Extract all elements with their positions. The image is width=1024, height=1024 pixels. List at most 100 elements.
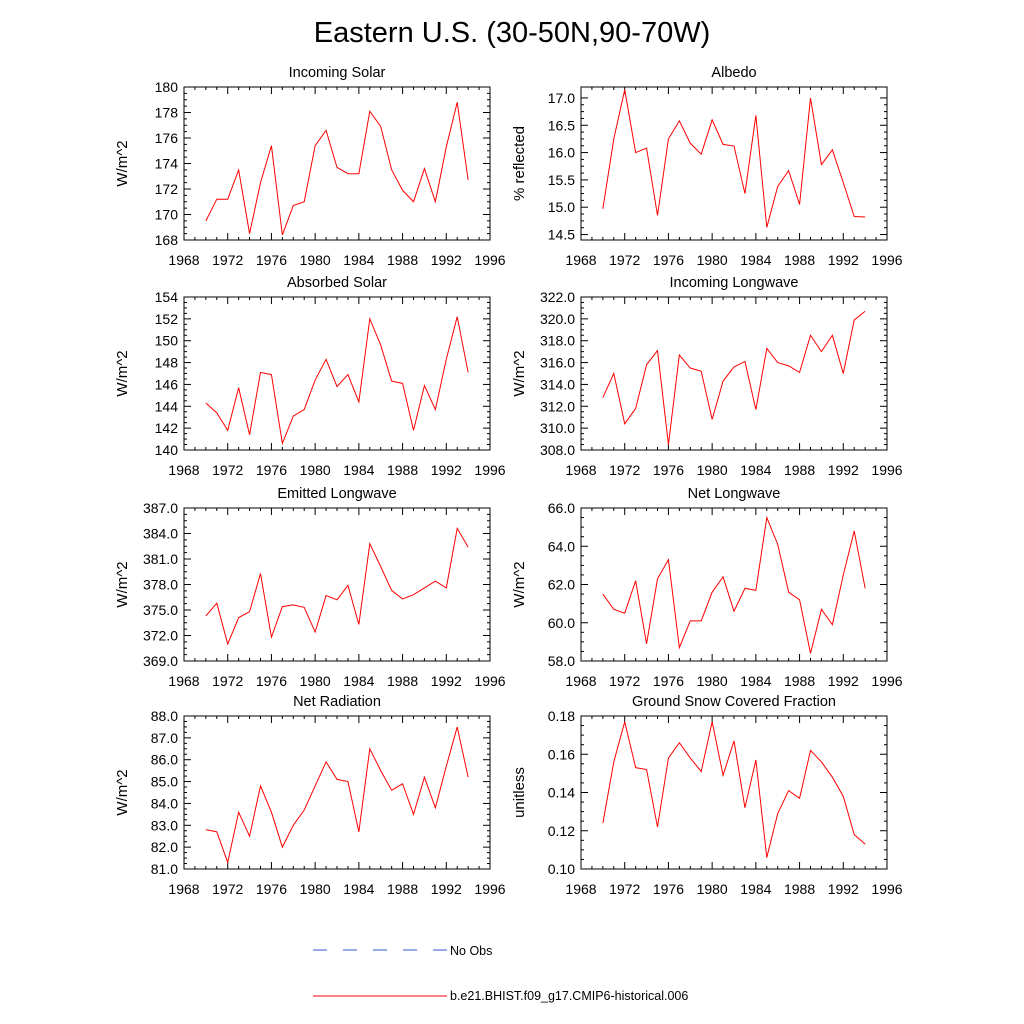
y-tick-label: 150 (155, 333, 179, 349)
x-tick-label: 1968 (168, 673, 199, 689)
x-tick-label: 1992 (828, 462, 859, 478)
x-tick-label: 1996 (871, 673, 902, 689)
x-tick-label: 1984 (343, 462, 374, 478)
x-tick-label: 1992 (431, 252, 462, 268)
panel-1: Incoming Solar W/m^2 1968 1972 1976 1980 1984 1… (114, 65, 506, 268)
y-tick-label: 170 (155, 207, 179, 223)
x-tick-label: 1988 (784, 881, 815, 897)
x-tick-label: 1972 (212, 881, 243, 897)
x-tick-label: 1996 (474, 462, 505, 478)
y-tick-label: 142 (155, 420, 179, 436)
y-axis-label: W/m^2 (511, 350, 528, 396)
y-tick-label: 86.0 (151, 752, 178, 768)
panel-title: Ground Snow Covered Fraction (632, 694, 836, 710)
plot-frame (183, 296, 491, 451)
x-tick-label: 1988 (784, 673, 815, 689)
y-tick-label: 372.0 (143, 628, 178, 644)
y-tick-label: 369.0 (143, 653, 178, 669)
series-line (602, 310, 866, 445)
y-tick-label: 0.12 (548, 823, 575, 839)
y-tick-label: 375.0 (143, 602, 178, 618)
x-tick-label: 1996 (871, 252, 902, 268)
y-tick-label: 312.0 (540, 398, 575, 414)
x-tick-label: 1992 (828, 881, 859, 897)
y-axis-label: unitless (511, 767, 528, 818)
plot-frame (183, 86, 491, 241)
y-axis-label: % reflected (511, 126, 528, 201)
x-tick-label: 1992 (431, 881, 462, 897)
series-line (205, 726, 469, 865)
y-tick-label: 85.0 (151, 774, 178, 790)
x-tick-label: 1992 (431, 462, 462, 478)
x-tick-label: 1968 (168, 881, 199, 897)
y-tick-label: 81.0 (151, 861, 178, 877)
y-tick-label: 83.0 (151, 817, 178, 833)
y-tick-label: 144 (155, 398, 179, 414)
y-tick-label: 180 (155, 79, 179, 95)
x-tick-label: 1984 (740, 462, 771, 478)
x-tick-label: 1992 (828, 673, 859, 689)
x-tick-label: 1976 (653, 881, 684, 897)
y-axis-label: W/m^2 (114, 561, 131, 607)
x-tick-label: 1968 (565, 252, 596, 268)
x-tick-label: 1984 (343, 252, 374, 268)
y-tick-label: 16.0 (548, 145, 575, 161)
panel-4: Incoming Longwave W/m^2 1968 1972 1976 1980 19… (511, 275, 903, 478)
y-tick-label: 62.0 (548, 577, 575, 593)
y-tick-label: 322.0 (540, 289, 575, 305)
y-tick-label: 66.0 (548, 500, 575, 516)
y-axis-label: W/m^2 (511, 561, 528, 607)
x-tick-label: 1980 (697, 881, 728, 897)
x-tick-label: 1984 (740, 252, 771, 268)
panel-title: Incoming Solar (289, 65, 386, 81)
legend-model-label: b.e21.BHIST.f09_g17.CMIP6-historical.006 (450, 989, 688, 1003)
x-tick-label: 1976 (653, 673, 684, 689)
x-tick-label: 1968 (565, 881, 596, 897)
panel-5: Emitted Longwave W/m^2 1968 1972 1976 1980 198… (114, 486, 506, 689)
y-tick-label: 176 (155, 130, 179, 146)
panel-title: Albedo (711, 65, 756, 81)
y-tick-label: 58.0 (548, 653, 575, 669)
y-tick-label: 174 (155, 156, 179, 172)
y-tick-label: 148 (155, 355, 179, 371)
y-tick-label: 387.0 (143, 500, 178, 516)
y-tick-label: 146 (155, 376, 179, 392)
x-tick-label: 1976 (256, 462, 287, 478)
panel-7: Net Radiation W/m^2 1968 1972 1976 1980 1984 19… (114, 694, 506, 897)
series-line (205, 102, 469, 236)
x-tick-label: 1976 (256, 252, 287, 268)
y-tick-label: 0.16 (548, 746, 575, 762)
panels: Incoming Solar W/m^2 1968 1972 1976 1980 1984 1… (114, 65, 903, 897)
y-tick-label: 82.0 (151, 839, 178, 855)
y-tick-label: 84.0 (151, 795, 178, 811)
plot-frame (580, 86, 888, 241)
y-axis-label: W/m^2 (114, 769, 131, 815)
y-tick-label: 320.0 (540, 311, 575, 327)
y-tick-label: 14.5 (548, 227, 575, 243)
y-tick-label: 60.0 (548, 615, 575, 631)
x-tick-label: 1984 (343, 673, 374, 689)
panel-title: Net Longwave (688, 486, 781, 502)
x-tick-label: 1976 (653, 252, 684, 268)
y-tick-label: 168 (155, 232, 179, 248)
y-tick-label: 318.0 (540, 333, 575, 349)
y-tick-label: 152 (155, 311, 179, 327)
series-line (205, 316, 469, 446)
x-tick-label: 1972 (609, 673, 640, 689)
x-tick-label: 1980 (697, 462, 728, 478)
plot-frame (183, 715, 491, 870)
x-tick-label: 1996 (474, 252, 505, 268)
y-tick-label: 154 (155, 289, 179, 305)
y-tick-label: 308.0 (540, 442, 575, 458)
x-tick-label: 1972 (212, 252, 243, 268)
y-tick-label: 64.0 (548, 538, 575, 554)
x-tick-label: 1972 (609, 462, 640, 478)
x-tick-label: 1984 (740, 881, 771, 897)
y-tick-label: 16.5 (548, 117, 575, 133)
series-line (205, 526, 469, 646)
panel-3: Absorbed Solar W/m^2 1968 1972 1976 1980 1984 1… (114, 275, 506, 478)
plot-frame (580, 296, 888, 451)
y-tick-label: 314.0 (540, 376, 575, 392)
x-tick-label: 1988 (387, 252, 418, 268)
